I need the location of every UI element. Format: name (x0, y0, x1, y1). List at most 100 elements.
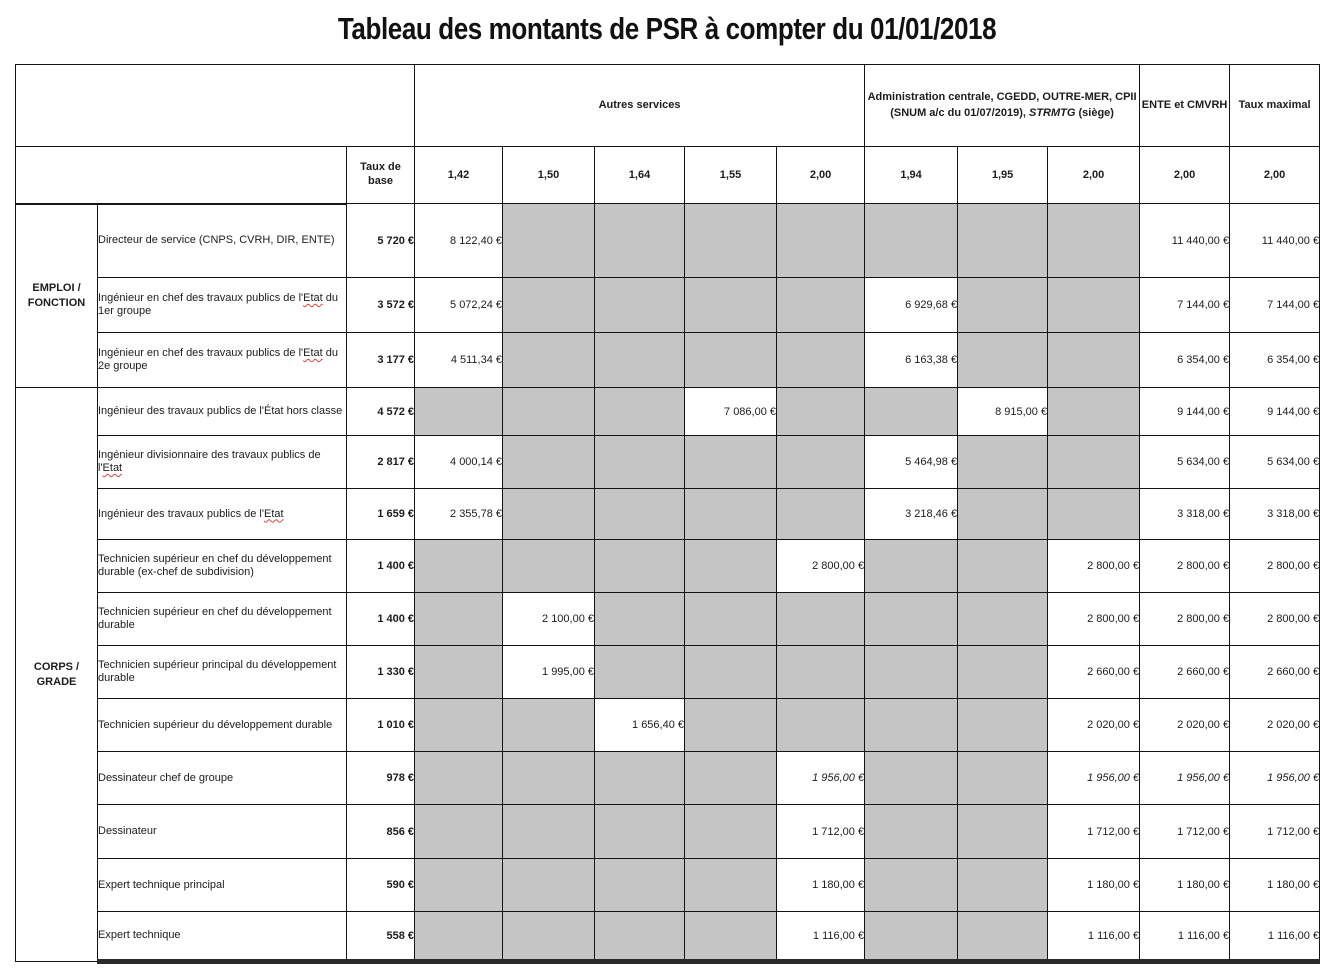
empty-cell (594, 332, 686, 388)
empty-cell (414, 911, 504, 964)
empty-cell (957, 539, 1049, 593)
amount-cell: 1 956,00 € (1047, 751, 1141, 805)
empty-cell (414, 592, 504, 646)
rate-header-1: 1,42 (414, 146, 504, 204)
empty-cell (776, 435, 866, 489)
empty-cell (414, 539, 504, 593)
amount-cell: 9 144,00 € (1229, 387, 1321, 436)
empty-cell (684, 435, 778, 489)
amount-cell: 8 915,00 € (957, 387, 1049, 436)
misspelled-word: Etat (102, 462, 123, 474)
amount-cell: 2 020,00 € (1139, 698, 1231, 752)
amount-cell: 6 163,38 € (864, 332, 959, 388)
empty-cell (957, 645, 1049, 699)
row-label: Ingénieur divisionnaire des travaux publ… (97, 435, 347, 489)
amount-cell: 2 800,00 € (1229, 592, 1321, 646)
empty-cell (684, 858, 778, 912)
empty-cell (594, 592, 686, 646)
header-row-groups: Autres services Administration centrale,… (14, 64, 1321, 147)
corner-blank-2 (15, 146, 347, 204)
table-row: Technicien supérieur en chef du développ… (16, 539, 1321, 593)
empty-cell (594, 203, 686, 278)
base-rate-value: 590 € (345, 858, 416, 912)
base-rate-value: 4 572 € (345, 387, 416, 436)
amount-cell: 1 116,00 € (1229, 911, 1321, 964)
table-row: Ingénieur divisionnaire des travaux publ… (16, 435, 1321, 489)
amount-cell: 2 800,00 € (1139, 592, 1231, 646)
header-ente-cmvrh: ENTE et CMVRH (1139, 64, 1231, 147)
amount-cell: 1 712,00 € (776, 804, 866, 859)
amount-cell: 2 660,00 € (1139, 645, 1231, 699)
empty-cell (864, 203, 959, 278)
amount-cell: 11 440,00 € (1139, 203, 1231, 278)
empty-cell (957, 858, 1049, 912)
table-row: Dessinateur chef de groupe 978 € 1 956,00 … (16, 751, 1321, 805)
empty-cell (502, 332, 596, 388)
table-row: Ingénieur en chef des travaux publics de… (16, 277, 1321, 333)
base-rate-value: 1 010 € (345, 698, 416, 752)
amount-cell: 3 318,00 € (1139, 488, 1231, 540)
base-rate-value: 856 € (345, 804, 416, 859)
amount-cell: 8 122,40 € (414, 203, 504, 278)
amount-cell: 1 656,40 € (594, 698, 686, 752)
empty-cell (502, 435, 596, 489)
header-admin-suffix: (siège) (1075, 106, 1114, 119)
amount-cell: 2 800,00 € (1047, 539, 1141, 593)
empty-cell (502, 488, 596, 540)
rate-header-4: 1,55 (684, 146, 778, 204)
empty-cell (776, 488, 866, 540)
amount-cell: 7 144,00 € (1139, 277, 1231, 333)
header-row-rates: Taux de base 1,42 1,50 1,64 1,55 2,00 1,… (15, 146, 1321, 204)
empty-cell (594, 911, 686, 964)
rate-header-5: 2,00 (776, 146, 866, 204)
amount-cell: 2 020,00 € (1047, 698, 1141, 752)
amount-cell: 2 100,00 € (502, 592, 596, 646)
header-admin-text: Administration centrale, CGEDD, OUTRE-ME… (867, 91, 1137, 119)
empty-cell (1047, 435, 1141, 489)
empty-cell (957, 751, 1049, 805)
empty-cell (414, 858, 504, 912)
empty-cell (684, 911, 778, 964)
empty-cell (684, 751, 778, 805)
amount-cell: 5 072,24 € (414, 277, 504, 333)
base-rate-value: 1 330 € (345, 645, 416, 699)
empty-cell (957, 435, 1049, 489)
base-rate-value: 1 400 € (345, 592, 416, 646)
empty-cell (684, 645, 778, 699)
empty-cell (957, 203, 1049, 278)
amount-cell: 2 800,00 € (1139, 539, 1231, 593)
amount-cell: 9 144,00 € (1139, 387, 1231, 436)
header-taux-de-base: Taux de base (345, 146, 416, 204)
empty-cell (1047, 277, 1141, 333)
document-page: Tableau des montants de PSR à compter du… (0, 12, 1334, 976)
amount-cell: 2 355,78 € (414, 488, 504, 540)
amount-cell: 2 800,00 € (1047, 592, 1141, 646)
amount-cell: 6 354,00 € (1229, 332, 1321, 388)
empty-cell (776, 203, 866, 278)
empty-cell (594, 387, 686, 436)
base-rate-value: 978 € (345, 751, 416, 805)
empty-cell (594, 488, 686, 540)
rate-header-3: 1,64 (594, 146, 686, 204)
rate-header-8: 2,00 (1047, 146, 1141, 204)
empty-cell (684, 488, 778, 540)
empty-cell (957, 804, 1049, 859)
row-label: Technicien supérieur en chef du développ… (97, 592, 347, 646)
empty-cell (684, 277, 778, 333)
empty-cell (776, 332, 866, 388)
amount-cell: 1 712,00 € (1139, 804, 1231, 859)
empty-cell (414, 645, 504, 699)
amount-cell: 6 354,00 € (1139, 332, 1231, 388)
amount-cell: 2 660,00 € (1047, 645, 1141, 699)
header-autres-services: Autres services (414, 64, 866, 147)
amount-cell: 2 800,00 € (1229, 539, 1321, 593)
rate-header-7: 1,95 (957, 146, 1049, 204)
amount-cell: 4 511,34 € (414, 332, 504, 388)
amount-cell: 1 116,00 € (776, 911, 866, 964)
empty-cell (684, 698, 778, 752)
empty-cell (864, 539, 959, 593)
table-row: EMPLOI / FONCTION Directeur de service (C… (15, 202, 1321, 388)
base-rate-value: 3 177 € (345, 332, 416, 388)
amount-cell: 1 116,00 € (1047, 911, 1141, 964)
base-rate-value: 558 € (345, 911, 416, 964)
